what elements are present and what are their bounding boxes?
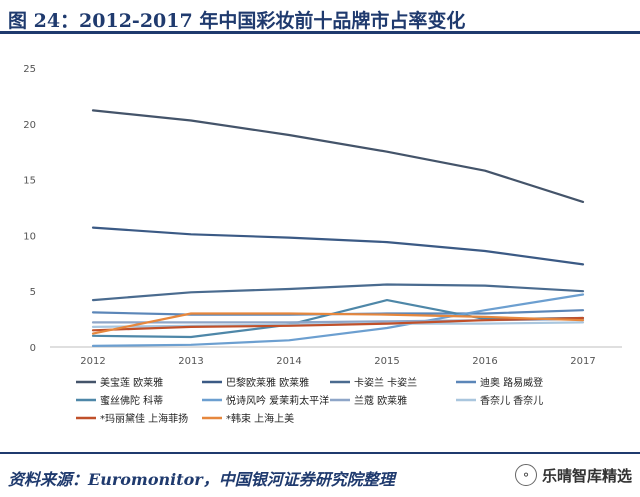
x-tick-label: 2015: [374, 356, 399, 367]
x-tick-label: 2012: [80, 356, 105, 367]
legend-label: 香奈儿 香奈儿: [480, 394, 543, 407]
watermark: ⚬ 乐晴智库精选: [514, 464, 632, 486]
y-tick-label: 5: [30, 287, 36, 298]
legend-label: 蜜丝佛陀 科蒂: [100, 394, 163, 407]
y-tick-label: 15: [23, 176, 36, 187]
footer: 资料来源：Euromonitor，中国银河证券研究院整理 ⚬ 乐晴智库精选: [0, 452, 640, 497]
chart-title: 图 24：2012-2017 年中国彩妆前十品牌市占率变化: [0, 0, 640, 34]
legend-label: 巴黎欧莱雅 欧莱雅: [226, 376, 309, 389]
legend-label: *玛丽黛佳 上海菲扬: [100, 412, 188, 425]
source-note: 资料来源：Euromonitor，中国银河证券研究院整理: [8, 470, 395, 489]
y-tick-label: 0: [30, 343, 36, 354]
line-chart: 0 5 10 15 20 25 2012 2013 2014 2015 2016 2017 美宝莲 欧莱…: [23, 64, 622, 425]
x-tick-label: 2016: [472, 356, 497, 367]
wechat-icon: ⚬: [514, 464, 537, 486]
y-tick-label: 25: [23, 64, 36, 75]
legend-label: 迪奥 路易威登: [480, 376, 543, 389]
series-line: [91, 283, 585, 302]
series-line: [91, 316, 585, 332]
series-line: [91, 226, 585, 266]
legend-label: 悦诗风吟 爱茉莉太平洋: [226, 394, 329, 407]
x-tick-label: 2017: [570, 356, 595, 367]
series-line: [91, 109, 585, 203]
series-line: [91, 293, 585, 347]
series-line: [91, 312, 585, 335]
x-tick-label: 2014: [276, 356, 301, 367]
x-tick-label: 2013: [178, 356, 203, 367]
legend-label: 兰蔻 欧莱雅: [354, 394, 407, 407]
legend-label: *韩束 上海上美: [226, 412, 294, 425]
watermark-text: 乐晴智库精选: [541, 466, 632, 485]
legend-label: 卡姿兰 卡姿兰: [354, 376, 417, 389]
y-tick-label: 10: [23, 231, 36, 242]
legend-label: 美宝莲 欧莱雅: [100, 376, 163, 389]
y-tick-label: 20: [23, 120, 36, 131]
